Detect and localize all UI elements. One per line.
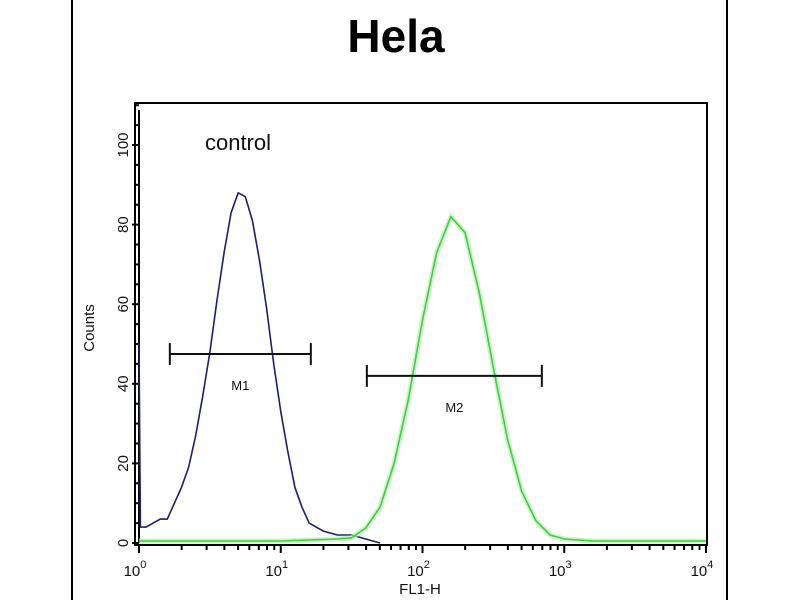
y-tick-label: 100 — [115, 132, 132, 157]
y-tick-label: 0 — [115, 539, 132, 547]
x-tick-label: 100 — [124, 559, 147, 580]
x-tick-label: 101 — [265, 559, 288, 580]
x-tick-label: 102 — [407, 559, 430, 580]
chart-title: Hela — [347, 10, 445, 62]
y-axis-label: Counts — [81, 304, 98, 352]
x-axis-label: FL1-H — [399, 581, 441, 598]
x-tick-label: 103 — [549, 559, 572, 580]
marker-label: M2 — [445, 400, 463, 415]
y-tick-label: 80 — [115, 216, 132, 233]
y-tick-label: 20 — [115, 455, 132, 472]
y-tick-label: 40 — [115, 375, 132, 392]
series-line-sample — [139, 215, 706, 542]
marker-label: M1 — [231, 378, 249, 393]
control-label: control — [205, 130, 271, 155]
y-tick-label: 60 — [115, 296, 132, 313]
markers-group: M1 M2 — [168, 342, 543, 415]
series-line-control — [138, 192, 381, 544]
series-glow — [139, 211, 706, 544]
series-group — [138, 192, 706, 544]
y-axis: 0 20 40 60 80 100 — [115, 104, 140, 547]
x-axis: 100 101 102 103 104 — [124, 544, 714, 580]
x-tick-label: 104 — [691, 559, 714, 580]
